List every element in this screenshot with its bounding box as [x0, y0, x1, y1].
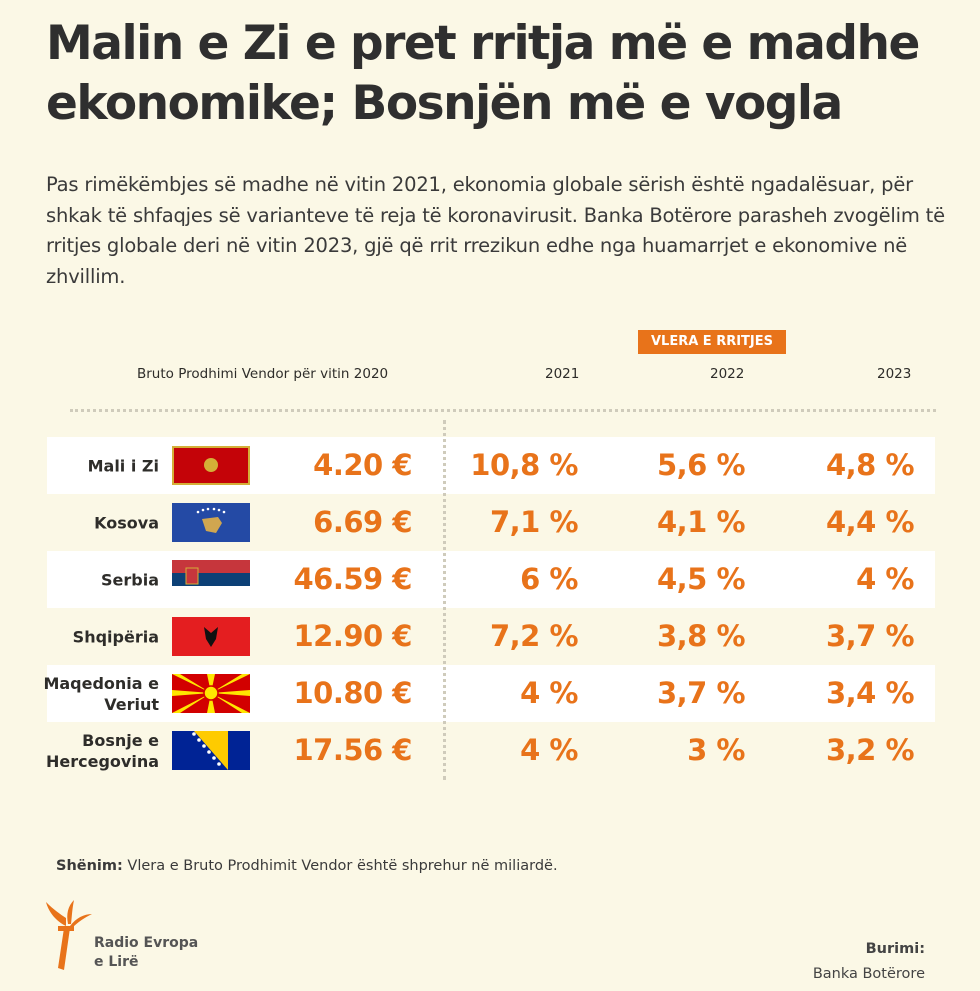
growth-2023-value: 3,4 % — [825, 676, 915, 710]
country-name: Kosova — [94, 513, 159, 532]
growth-2023-value: 3,2 % — [825, 733, 915, 767]
growth-2022-value: 3,8 % — [656, 619, 746, 653]
footnote-label: Shënim: — [56, 858, 123, 874]
growth-2022-value: 4,1 % — [656, 505, 746, 539]
growth-2023-value: 4 % — [856, 562, 914, 596]
country-name: Maqedonia e Veriut — [43, 673, 159, 714]
growth-header-badge: VLERA E RRITJES — [638, 330, 786, 354]
gdp-value: 46.59 € — [293, 562, 412, 596]
growth-2022-value: 3,7 % — [656, 676, 746, 710]
subtitle: Pas rimëkëmbjes së madhe në vitin 2021, … — [46, 173, 945, 288]
serbia-flag-icon — [172, 560, 250, 599]
montenegro-flag-icon — [172, 446, 250, 485]
country-name: Mali i Zi — [87, 456, 159, 475]
growth-2023-value: 3,7 % — [825, 619, 915, 653]
year-2022-header: 2022 — [710, 366, 745, 382]
country-name: Shqipëria — [72, 627, 159, 646]
source-label: Burimi: — [865, 941, 925, 957]
table-row: Serbia 46.59 € 6 % 4,5 % 4 % — [47, 551, 935, 608]
growth-2021-value: 10,8 % — [470, 448, 578, 482]
gdp-value: 17.56 € — [293, 733, 412, 767]
growth-2022-value: 3 % — [687, 733, 745, 767]
footnote-text: Vlera e Bruto Prodhimit Vendor është shp… — [122, 858, 558, 874]
growth-2023-value: 4,8 % — [825, 448, 915, 482]
gdp-column-header: Bruto Prodhimi Vendor për vitin 2020 — [137, 366, 389, 382]
source-value: Banka Botërore — [812, 966, 925, 982]
source: Burimi: Banka Botërore — [813, 937, 925, 987]
growth-2021-value: 4 % — [520, 676, 578, 710]
table-row: Shqipëria 12.90 € 7,2 % 3,8 % 3,7 % — [47, 608, 935, 665]
growth-2022-value: 5,6 % — [656, 448, 746, 482]
torch-logo-icon — [46, 900, 92, 970]
country-name: Serbia — [101, 570, 159, 589]
column-divider — [443, 420, 446, 780]
growth-2022-value: 4,5 % — [656, 562, 746, 596]
growth-2021-value: 4 % — [520, 733, 578, 767]
growth-2021-value: 6 % — [520, 562, 578, 596]
bosnia-flag-icon — [172, 731, 250, 770]
growth-2021-value: 7,1 % — [489, 505, 579, 539]
gdp-value: 12.90 € — [293, 619, 412, 653]
growth-2023-value: 4,4 % — [825, 505, 915, 539]
kosovo-flag-icon — [172, 503, 250, 542]
gdp-value: 4.20 € — [313, 448, 412, 482]
north-macedonia-flag-icon — [172, 674, 250, 713]
table-row: Mali i Zi 4.20 € 10,8 % 5,6 % 4,8 % — [47, 437, 935, 494]
table-row: Kosova 6.69 € 7,1 % 4,1 % 4,4 % — [47, 494, 935, 551]
footnote: Shënim: Vlera e Bruto Prodhimit Vendor ë… — [56, 858, 558, 874]
albania-flag-icon — [172, 617, 250, 656]
year-2021-header: 2021 — [545, 366, 580, 382]
growth-2021-value: 7,2 % — [489, 619, 579, 653]
year-2023-header: 2023 — [877, 366, 912, 382]
gdp-value: 10.80 € — [293, 676, 412, 710]
country-name: Bosnje e Hercegovina — [45, 730, 159, 771]
logo-line-1: Radio Evropa — [94, 935, 199, 951]
header-divider — [70, 409, 936, 412]
logo-line-2: e Lirë — [94, 954, 139, 970]
page-title: Malin e Zi e pret rritja më e madhe ekon… — [46, 16, 920, 131]
table-row: Maqedonia e Veriut 10.80 € 4 % 3,7 % 3,4… — [43, 665, 935, 722]
logo-text: Radio Evropa e Lirë — [94, 934, 198, 972]
gdp-value: 6.69 € — [313, 505, 412, 539]
table-row: Bosnje e Hercegovina 17.56 € 4 % 3 % 3,2… — [46, 722, 935, 779]
